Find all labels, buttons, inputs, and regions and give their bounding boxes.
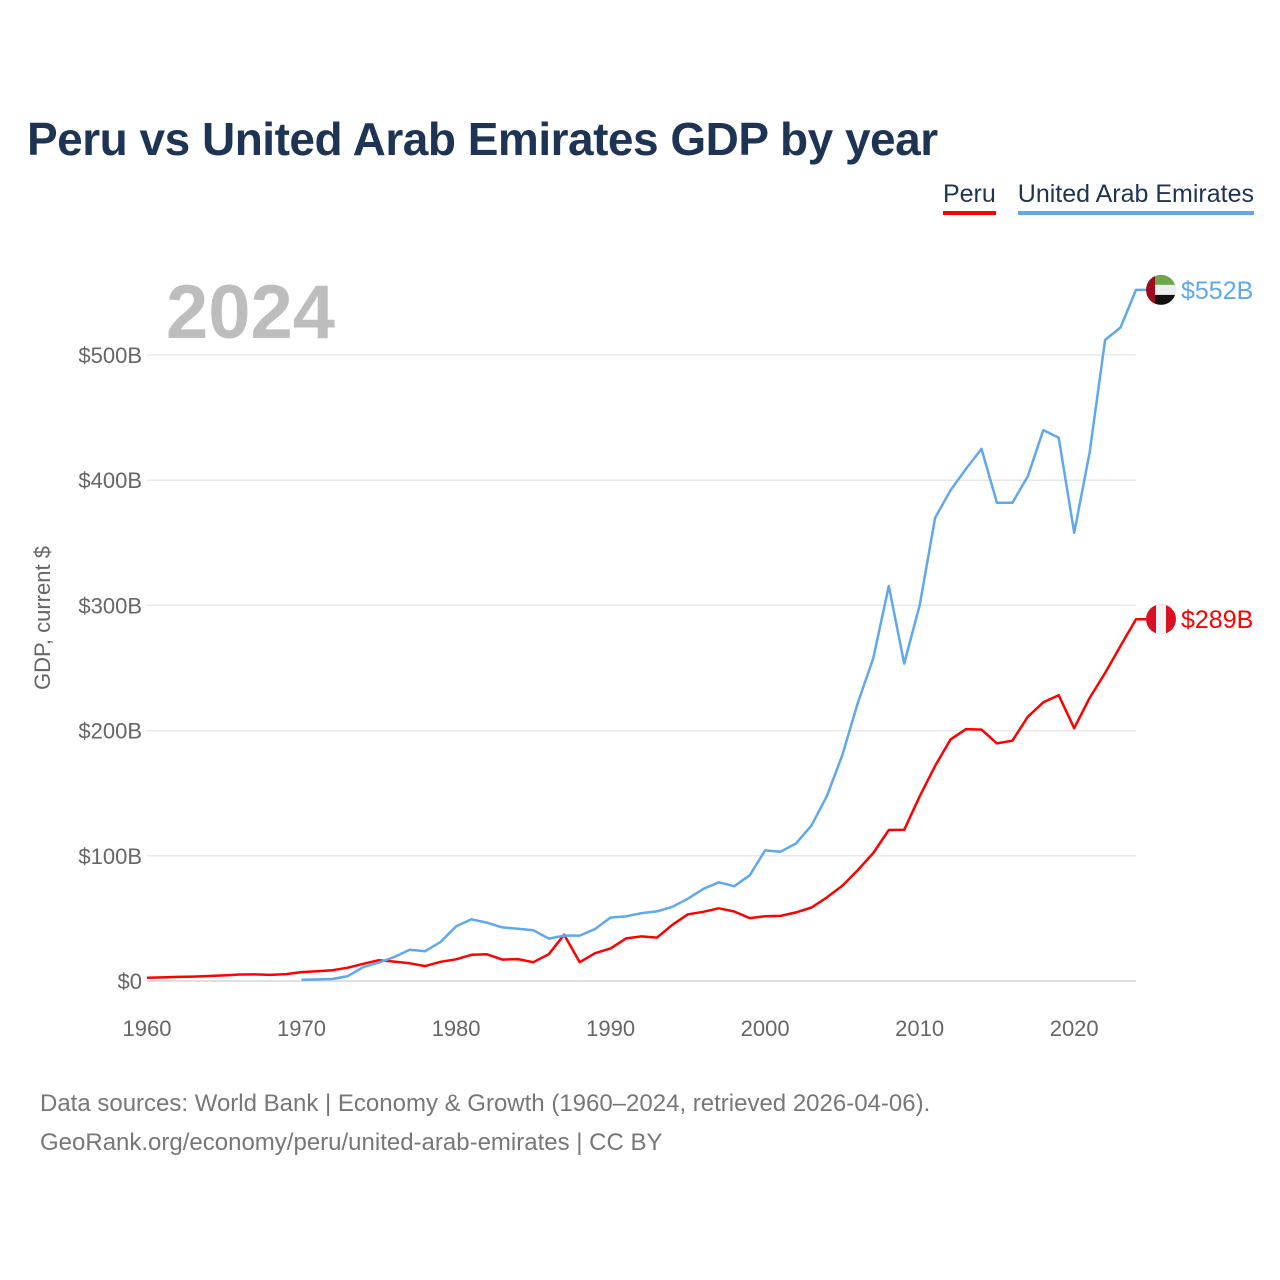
end-value-label: $289B: [1181, 606, 1253, 634]
flag-stripe: [1146, 294, 1176, 305]
legend: Peru United Arab Emirates: [942, 180, 1254, 215]
x-tick-label: 1960: [123, 1016, 172, 1041]
flag-stripe: [1156, 604, 1166, 635]
source-line-2[interactable]: GeoRank.org/economy/peru/united-arab-emi…: [40, 1129, 663, 1156]
series-line-uae: [301, 288, 1146, 981]
uae-flag-icon: [1146, 274, 1176, 305]
y-tick-label: $500B: [78, 343, 142, 368]
peru-flag-icon: [1146, 604, 1176, 635]
x-tick-label: 1980: [432, 1016, 481, 1041]
end-value-label: $552B: [1181, 277, 1253, 305]
y-axis-label: GDP, current $: [30, 546, 55, 690]
y-tick-label: $0: [118, 969, 142, 994]
flag-stripe: [1146, 284, 1176, 295]
series-line-peru: [146, 617, 1146, 979]
y-tick-label: $100B: [78, 844, 142, 869]
source-note: Data sources: World Bank | Economy & Gro…: [40, 1084, 930, 1162]
x-tick-label: 1970: [277, 1016, 326, 1041]
x-tick-label: 2020: [1050, 1016, 1099, 1041]
x-tick-label: 2000: [741, 1016, 790, 1041]
flag-stripe: [1146, 274, 1155, 305]
x-tick-label: 1990: [586, 1016, 635, 1041]
x-tick-label: 2010: [895, 1016, 944, 1041]
y-tick-label: $200B: [78, 719, 142, 744]
source-line-1: Data sources: World Bank | Economy & Gro…: [40, 1090, 931, 1117]
y-tick-label: $300B: [78, 593, 142, 618]
chart-title: Peru vs United Arab Emirates GDP by year: [27, 113, 938, 165]
y-tick-label: $400B: [78, 468, 142, 493]
legend-item-uae[interactable]: United Arab Emirates: [1017, 180, 1254, 215]
flag-stripe: [1146, 274, 1176, 285]
current-year-label: 2024: [166, 270, 335, 355]
legend-item-peru[interactable]: Peru: [942, 180, 996, 215]
